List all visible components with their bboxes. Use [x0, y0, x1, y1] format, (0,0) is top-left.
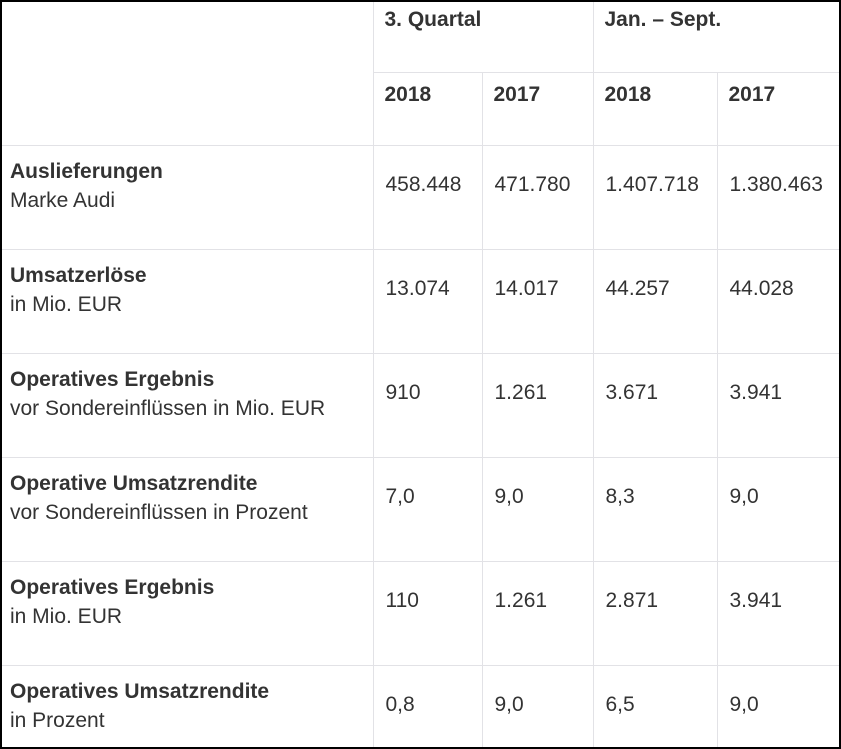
value-cell: 9,0 [716, 665, 839, 747]
year-header-q3-2018: 2018 [372, 72, 482, 146]
value-cell: 8,3 [592, 457, 717, 562]
row-title: Operative Umsatzrendite [10, 472, 258, 495]
row-label: Operatives Umsatzrendite in Prozent [2, 666, 373, 748]
corner-cell [2, 2, 373, 73]
year-header-q3-2017: 2017 [481, 72, 593, 146]
value-cell: 14.017 [481, 249, 593, 354]
column-group-q3: 3. Quartal [372, 2, 593, 73]
value-cell: 3.671 [592, 353, 717, 458]
value-cell: 471.780 [481, 145, 593, 250]
column-group-header-row: 3. Quartal Jan. – Sept. [2, 2, 839, 73]
table-row-umsatzerloese: Umsatzerlöse in Mio. EUR 13.074 14.017 4… [2, 249, 839, 354]
value-cell: 9,0 [481, 665, 593, 747]
value-cell: 9,0 [481, 457, 593, 562]
value-cell: 110 [372, 561, 482, 666]
row-label: Operatives Ergebnis in Mio. EUR [2, 561, 373, 666]
value-cell: 1.261 [481, 353, 593, 458]
row-subtitle: in Mio. EUR [10, 293, 123, 316]
value-cell: 1.261 [481, 561, 593, 666]
value-cell: 1.380.463 [716, 145, 839, 250]
row-label: Auslieferungen Marke Audi [2, 145, 373, 250]
value-cell: 910 [372, 353, 482, 458]
table-row-operative-umsatzrendite-vor-se: Operative Umsatzrendite vor Sondereinflü… [2, 457, 839, 562]
row-title: Auslieferungen [10, 160, 163, 183]
row-title: Operatives Ergebnis [10, 368, 215, 391]
value-cell: 2.871 [592, 561, 717, 666]
row-title: Operatives Ergebnis [10, 576, 215, 599]
value-cell: 3.941 [716, 353, 839, 458]
value-cell: 0,8 [372, 665, 482, 747]
row-label: Operatives Ergebnis vor Sondereinflüssen… [2, 353, 373, 458]
table-row-operatives-umsatzrendite: Operatives Umsatzrendite in Prozent 0,8 … [2, 665, 839, 748]
year-header-row: 2018 2017 2018 2017 [2, 72, 839, 146]
value-cell: 1.407.718 [592, 145, 717, 250]
row-title: Umsatzerlöse [10, 264, 147, 287]
value-cell: 44.257 [592, 249, 717, 354]
year-header-9m-2018: 2018 [592, 72, 717, 146]
row-label: Operative Umsatzrendite vor Sondereinflü… [2, 457, 373, 562]
column-group-jan-sept: Jan. – Sept. [592, 2, 839, 73]
value-cell: 6,5 [592, 665, 717, 747]
value-cell: 458.448 [372, 145, 482, 250]
year-header-9m-2017: 2017 [716, 72, 839, 146]
value-cell: 3.941 [716, 561, 839, 666]
row-title: Operatives Umsatzrendite [10, 680, 270, 703]
row-subtitle: in Prozent [10, 709, 105, 732]
row-label: Umsatzerlöse in Mio. EUR [2, 249, 373, 354]
table-row-operatives-ergebnis: Operatives Ergebnis in Mio. EUR 110 1.26… [2, 561, 839, 666]
row-subtitle: Marke Audi [10, 189, 116, 212]
row-subtitle: vor Sondereinflüssen in Prozent [10, 501, 308, 524]
row-subtitle: vor Sondereinflüssen in Mio. EUR [10, 397, 326, 420]
value-cell: 7,0 [372, 457, 482, 562]
table-row-auslieferungen: Auslieferungen Marke Audi 458.448 471.78… [2, 145, 839, 250]
value-cell: 9,0 [716, 457, 839, 562]
value-cell: 44.028 [716, 249, 839, 354]
table-row-operatives-ergebnis-vor-se: Operatives Ergebnis vor Sondereinflüssen… [2, 353, 839, 458]
year-header-empty-cell [2, 72, 373, 146]
row-subtitle: in Mio. EUR [10, 605, 123, 628]
value-cell: 13.074 [372, 249, 482, 354]
